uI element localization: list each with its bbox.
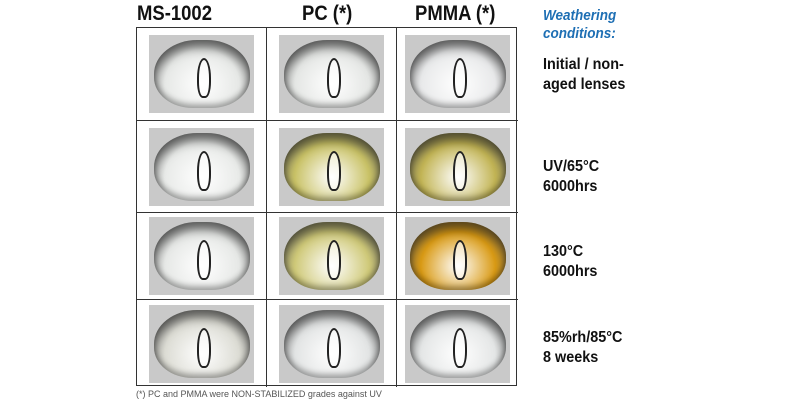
footnote: (*) PC and PMMA were NON-STABILIZED grad… bbox=[136, 389, 382, 399]
lens-photo bbox=[405, 127, 510, 206]
table-cell bbox=[137, 28, 267, 121]
column-header-ms1002: MS-1002 bbox=[137, 2, 212, 25]
table-cell bbox=[397, 300, 518, 387]
lens-photo bbox=[405, 217, 510, 295]
table-cell bbox=[137, 213, 267, 300]
table-cell bbox=[137, 300, 267, 387]
lens-comparison-table bbox=[136, 27, 518, 387]
lens-photo bbox=[279, 35, 384, 113]
lens-image bbox=[283, 222, 380, 290]
lens-image bbox=[409, 40, 506, 108]
lens-image bbox=[283, 40, 380, 108]
table-cell bbox=[267, 28, 397, 121]
lens-image bbox=[409, 309, 506, 378]
table-cell bbox=[267, 121, 397, 213]
table-cell bbox=[137, 121, 267, 213]
table-cell bbox=[397, 28, 518, 121]
lens-photo bbox=[149, 217, 254, 295]
weathering-conditions-title: Weathering conditions: bbox=[543, 7, 617, 42]
condition-label: 85%rh/85°C 8 weeks bbox=[543, 329, 623, 366]
lens-image bbox=[153, 222, 250, 290]
lens-photo bbox=[149, 304, 254, 383]
lens-photo bbox=[149, 35, 254, 113]
condition-label: Initial / non-aged lenses bbox=[543, 56, 626, 93]
lens-image bbox=[153, 309, 250, 378]
condition-label: 130°C 6000hrs bbox=[543, 243, 598, 280]
lens-photo bbox=[279, 304, 384, 383]
table-cell bbox=[397, 213, 518, 300]
lens-photo bbox=[279, 217, 384, 295]
lens-photo bbox=[405, 304, 510, 383]
lens-photo bbox=[149, 127, 254, 206]
lens-image bbox=[409, 132, 506, 201]
table-cell bbox=[267, 300, 397, 387]
table-cell bbox=[397, 121, 518, 213]
column-header-pmma: PMMA (*) bbox=[415, 2, 496, 25]
column-header-pc: PC (*) bbox=[302, 2, 353, 25]
lens-image bbox=[409, 222, 506, 290]
table-cell bbox=[267, 213, 397, 300]
condition-label: UV/65°C 6000hrs bbox=[543, 158, 600, 195]
lens-photo bbox=[279, 127, 384, 206]
lens-image bbox=[153, 132, 250, 201]
lens-image bbox=[153, 40, 250, 108]
lens-image bbox=[283, 132, 380, 201]
lens-photo bbox=[405, 35, 510, 113]
lens-image bbox=[283, 309, 380, 378]
